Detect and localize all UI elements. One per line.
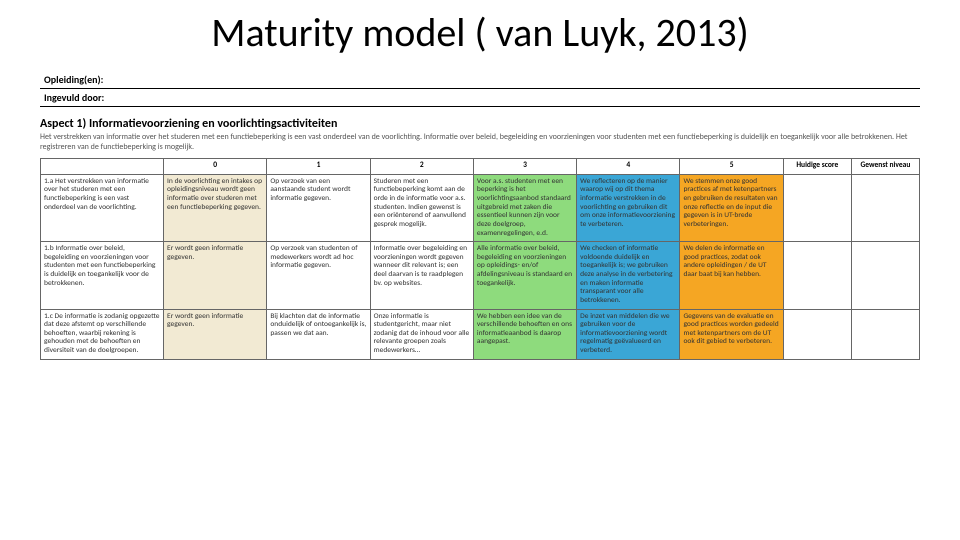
- col-3: 3: [473, 159, 576, 175]
- maturity-cell: In de voorlichting en intakes op opleidi…: [164, 174, 267, 241]
- maturity-cell: Er wordt geen informatie gegeven.: [164, 242, 267, 309]
- huidige-score-cell[interactable]: [783, 242, 851, 309]
- col-huidige: Huidige score: [783, 159, 851, 175]
- maturity-cell: We reflecteren op de manier waarop wij o…: [577, 174, 680, 241]
- maturity-cell: Onze informatie is studentgericht, maar …: [370, 309, 473, 359]
- table-row: 1.b Informatie over beleid, begeleiding …: [41, 242, 920, 309]
- maturity-cell: We delen de informatie en good practices…: [680, 242, 783, 309]
- col-0: 0: [164, 159, 267, 175]
- maturity-cell: We stemmen onze good practices af met ke…: [680, 174, 783, 241]
- maturity-cell: Studeren met een functiebeperking komt a…: [370, 174, 473, 241]
- table-row: 1.c De informatie is zodanig opgezette d…: [41, 309, 920, 359]
- gewenst-niveau-cell[interactable]: [851, 309, 919, 359]
- maturity-cell: Bij klachten dat de informatie onduideli…: [267, 309, 370, 359]
- page-title: Maturity model ( van Luyk, 2013): [40, 8, 920, 57]
- maturity-cell: Gegevens van de evaluatie en good practi…: [680, 309, 783, 359]
- maturity-cell: Op verzoek van een aanstaande student wo…: [267, 174, 370, 241]
- aspect-description: Het verstrekken van informatie over het …: [40, 133, 920, 152]
- col-1: 1: [267, 159, 370, 175]
- table-row: 1.a Het verstrekken van informatie over …: [41, 174, 920, 241]
- maturity-cell: Informatie over begeleiding en voorzieni…: [370, 242, 473, 309]
- maturity-cell: De inzet van middelen die we gebruiken v…: [577, 309, 680, 359]
- col-5: 5: [680, 159, 783, 175]
- form-ingevuld: Ingevuld door:: [40, 89, 920, 107]
- table-header-row: 0 1 2 3 4 5 Huidige score Gewenst niveau: [41, 159, 920, 175]
- row-label: 1.c De informatie is zodanig opgezette d…: [41, 309, 164, 359]
- maturity-cell: Op verzoek van studenten of medewerkers …: [267, 242, 370, 309]
- huidige-score-cell[interactable]: [783, 309, 851, 359]
- row-label: 1.b Informatie over beleid, begeleiding …: [41, 242, 164, 309]
- aspect-heading: Aspect 1) Informatievoorziening en voorl…: [40, 117, 920, 131]
- col-4: 4: [577, 159, 680, 175]
- maturity-cell: Voor a.s. studenten met een beperking is…: [473, 174, 576, 241]
- row-label: 1.a Het verstrekken van informatie over …: [41, 174, 164, 241]
- col-gewenst: Gewenst niveau: [851, 159, 919, 175]
- form-header: Opleiding(en): Ingevuld door:: [40, 71, 920, 107]
- huidige-score-cell[interactable]: [783, 174, 851, 241]
- col-2: 2: [370, 159, 473, 175]
- maturity-cell: Er wordt geen informatie gegeven.: [164, 309, 267, 359]
- gewenst-niveau-cell[interactable]: [851, 242, 919, 309]
- maturity-cell: We hebben een idee van de verschillende …: [473, 309, 576, 359]
- gewenst-niveau-cell[interactable]: [851, 174, 919, 241]
- maturity-table: 0 1 2 3 4 5 Huidige score Gewenst niveau…: [40, 158, 920, 360]
- maturity-cell: We checken of informatie voldoende duide…: [577, 242, 680, 309]
- form-opleiding: Opleiding(en):: [40, 71, 920, 89]
- maturity-cell: Alle informatie over beleid, begeleiding…: [473, 242, 576, 309]
